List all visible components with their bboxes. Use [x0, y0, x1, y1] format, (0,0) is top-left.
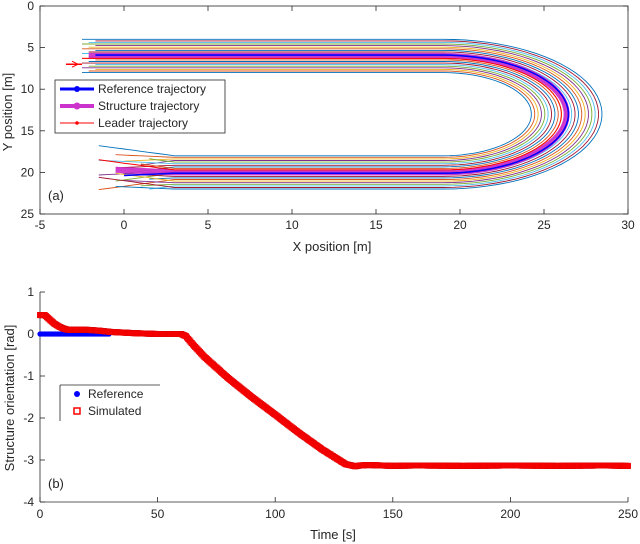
bottom-legend-box — [60, 385, 160, 421]
top-ytick-label: 20 — [21, 165, 35, 179]
member-trajectory-line — [82, 48, 583, 191]
simulated-point — [625, 462, 632, 469]
member-trajectory-line — [82, 38, 603, 190]
bottom-plot-area — [37, 312, 632, 470]
member-trajectory-line — [95, 68, 539, 162]
bottom-xtick-label: 100 — [265, 507, 285, 521]
top-xtick-label: -5 — [35, 218, 46, 232]
member-trajectory-line — [88, 46, 586, 182]
member-trajectory-line — [82, 67, 542, 166]
top-ytick-label: 5 — [27, 41, 34, 55]
bottom-ytick-label: -4 — [23, 495, 34, 509]
bottom-ytick-label: 1 — [27, 285, 34, 299]
bottom-ytick-label: -1 — [23, 369, 34, 383]
member-trajectory-line — [82, 43, 593, 187]
legend-marker-reference-b — [74, 391, 80, 397]
top-ytick-label: 15 — [21, 124, 35, 138]
bottom-ytick-label: -3 — [23, 453, 34, 467]
member-trajectory-line — [95, 40, 599, 188]
top-xtick-label: 15 — [369, 218, 383, 232]
top-ytick-label: 0 — [27, 0, 34, 13]
top-ytick-label: 25 — [21, 207, 35, 221]
legend-marker-leader — [75, 121, 79, 125]
bottom-ytick-label: 0 — [27, 327, 34, 341]
member-trajectory-line — [82, 62, 552, 169]
member-trajectory-line — [88, 65, 546, 163]
legend-marker-simulated — [73, 407, 81, 415]
leader-trajectory-line — [82, 57, 562, 171]
bottom-xtick-label: 250 — [618, 507, 638, 521]
top-ytick-label: 10 — [21, 82, 35, 96]
member-trajectory-line — [95, 45, 589, 184]
member-trajectory-line — [95, 59, 559, 169]
member-trajectory-line — [95, 49, 579, 180]
bottom-xtick-label: 200 — [500, 507, 520, 521]
leader-start-arrow — [71, 60, 80, 68]
reference-trajectory-line — [95, 54, 570, 177]
top-xtick-label: 10 — [285, 218, 299, 232]
legend-marker-reference — [74, 86, 80, 92]
member-trajectory-line — [88, 61, 556, 175]
member-trajectory-line — [82, 72, 532, 157]
top-xtick-label: 20 — [453, 218, 467, 232]
top-xtick-label: 0 — [121, 218, 128, 232]
top-xtick-label: 5 — [205, 218, 212, 232]
member-trajectory-line — [88, 51, 576, 177]
top-xtick-label: 25 — [537, 218, 551, 232]
member-trajectory-line — [88, 41, 596, 190]
top-xtick-label: 30 — [621, 218, 635, 232]
bottom-ytick-label: -2 — [23, 411, 34, 425]
top-plot-area — [66, 38, 603, 191]
bottom-xtick-label: 0 — [37, 507, 44, 521]
member-trajectory-line — [88, 70, 536, 158]
bottom-xtick-label: 50 — [151, 507, 165, 521]
bottom-xtick-label: 150 — [383, 507, 403, 521]
legend-marker-structure — [73, 102, 81, 110]
member-trajectory-line — [95, 64, 549, 165]
